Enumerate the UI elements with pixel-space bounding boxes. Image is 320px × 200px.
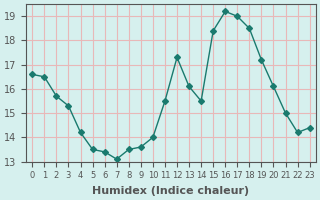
X-axis label: Humidex (Indice chaleur): Humidex (Indice chaleur): [92, 186, 250, 196]
